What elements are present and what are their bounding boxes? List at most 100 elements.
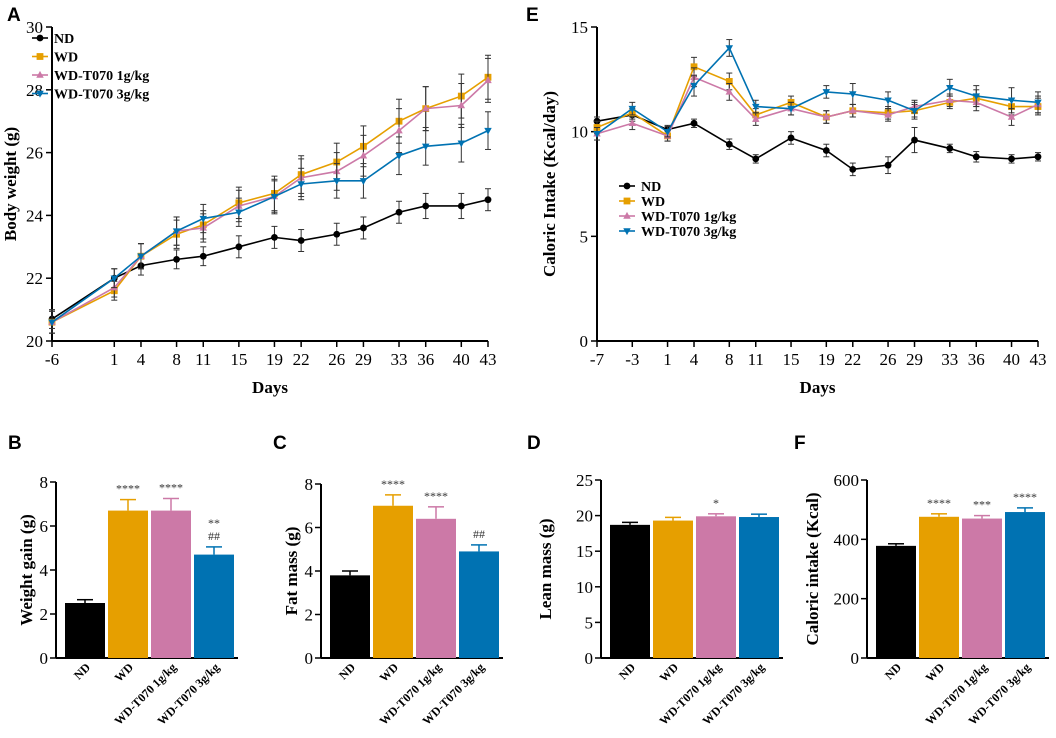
- data-point: [884, 110, 892, 118]
- y-axis-label: Fat mass (g): [282, 527, 301, 616]
- panel-F: 0 200 400 600 Caloric intake (Kcal) F ND **** WD…: [794, 433, 1049, 728]
- bar: [696, 516, 736, 658]
- bar: [653, 520, 693, 658]
- bar: [459, 551, 499, 658]
- bar: [962, 518, 1002, 658]
- panel-label: E: [526, 5, 539, 26]
- data-point: [48, 319, 56, 327]
- data-point: [235, 243, 243, 251]
- y-axis-label: Caloric Intake (Kcal/day): [540, 91, 559, 277]
- bar: [373, 505, 413, 658]
- data-point: [173, 255, 180, 263]
- bar: [1005, 512, 1045, 658]
- panel-A: 20 22 24 26 28 30 -6 1 4 8 11 15 19 22 26 29 33 36 40 43 Day…: [1, 5, 497, 397]
- legend: ND WD WD-T070 1g/kg WD-T070 3g/kg: [32, 32, 149, 103]
- x-tick-label: 29: [355, 350, 372, 369]
- y-axis-label: Body weight (g): [1, 127, 20, 241]
- x-tick-label: 29: [906, 350, 923, 369]
- data-point: [235, 209, 243, 217]
- data-point: [137, 253, 145, 261]
- data-point: [884, 97, 892, 105]
- significance-label: **: [208, 516, 220, 530]
- x-tick-label: 19: [818, 350, 835, 369]
- panel-E: 0 5 10 15 -7 -3 1 4 8 11 15 19 22 26 29 33 36 40 43 Days Cal…: [526, 5, 1047, 397]
- panel-label: F: [794, 433, 806, 454]
- data-point: [395, 126, 403, 134]
- x-tick-label: 22: [844, 350, 861, 369]
- data-point: [457, 202, 465, 210]
- y-tick-label: 8: [305, 475, 314, 494]
- series-nd: [593, 108, 1042, 177]
- x-tick-label: 19: [266, 350, 283, 369]
- data-point: [849, 91, 857, 99]
- x-tick-label: 1: [110, 350, 119, 369]
- data-point: [849, 106, 857, 114]
- data-point: [910, 108, 919, 115]
- data-point: [593, 131, 601, 138]
- panel-label: C: [273, 433, 287, 454]
- x-tick-label: -3: [625, 350, 639, 369]
- data-point: [752, 115, 760, 122]
- legend-marker: [623, 228, 631, 236]
- data-point: [1008, 155, 1015, 163]
- x-tick-label: 15: [230, 350, 247, 369]
- legend-label: WD: [641, 195, 665, 210]
- y-tick-label: 5: [585, 613, 594, 632]
- data-point: [849, 165, 857, 173]
- legend-marker: [36, 70, 44, 78]
- series-line: [51, 76, 489, 323]
- data-point: [421, 143, 430, 151]
- bar: [416, 518, 456, 658]
- y-tick-label: 30: [26, 18, 43, 37]
- panel-label: A: [7, 5, 21, 26]
- x-tick-label: 4: [690, 350, 699, 369]
- data-point: [725, 140, 733, 148]
- x-tick-label: 4: [137, 350, 146, 369]
- data-point: [690, 82, 698, 90]
- data-point: [271, 233, 278, 241]
- x-tick-label: 8: [725, 350, 734, 369]
- bar: [108, 510, 148, 658]
- series-wd-t070-3g-kg: [48, 111, 492, 334]
- data-point: [884, 161, 892, 169]
- bar: [194, 554, 234, 658]
- data-point: [395, 153, 403, 160]
- data-point: [484, 127, 492, 135]
- y-tick-label: 20: [576, 507, 593, 526]
- data-point: [422, 202, 430, 210]
- x-tick-label: -7: [590, 350, 605, 369]
- y-tick-label: 600: [834, 471, 860, 490]
- legend-label: WD-T070 1g/kg: [54, 69, 149, 84]
- x-tick-label: 15: [783, 350, 800, 369]
- y-tick-label: 0: [585, 649, 594, 668]
- legend-label: ND: [641, 180, 661, 195]
- data-point: [332, 178, 341, 185]
- x-tick-label: 11: [195, 350, 211, 369]
- data-point: [972, 153, 980, 161]
- series-wd-t070-3g-kg: [593, 39, 1042, 141]
- series-line: [51, 129, 489, 323]
- bar: [151, 510, 191, 658]
- data-point: [421, 104, 430, 112]
- data-point: [787, 105, 795, 113]
- data-point: [270, 193, 279, 201]
- y-tick-label: 15: [571, 18, 588, 37]
- y-tick-label: 28: [26, 81, 43, 100]
- data-point: [333, 230, 341, 238]
- significance-label: ****: [381, 477, 405, 491]
- data-point: [752, 103, 760, 111]
- y-axis-label: Caloric intake (Kcal): [803, 493, 822, 646]
- y-tick-label: 20: [26, 332, 43, 351]
- legend-marker: [36, 90, 44, 98]
- data-point: [172, 228, 181, 236]
- y-tick-label: 0: [580, 332, 589, 351]
- legend-label: ND: [54, 32, 74, 47]
- data-point: [628, 119, 637, 127]
- x-tick-label: 33: [941, 350, 958, 369]
- x-axis-label: Days: [800, 378, 836, 397]
- data-point: [359, 151, 368, 159]
- x-tick-label: 43: [1030, 350, 1047, 369]
- x-tick-label: -6: [45, 350, 59, 369]
